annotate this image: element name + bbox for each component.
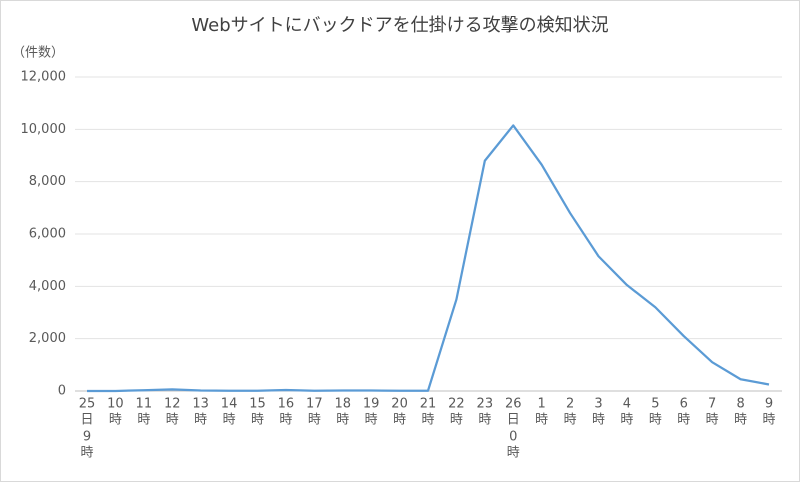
y-tick-label: 6,000 <box>29 227 66 242</box>
x-tick-label: 時 <box>166 413 179 428</box>
x-tick-label: 9 <box>765 397 773 412</box>
x-tick-label: 13 <box>192 397 209 412</box>
chart-title: Webサイトにバックドアを仕掛ける攻撃の検知状況 <box>191 15 608 36</box>
x-tick-label: 16 <box>278 397 295 412</box>
x-tick-label: 時 <box>393 413 406 428</box>
data-line <box>87 124 770 393</box>
x-tick-label: 時 <box>592 413 605 428</box>
x-tick-label: 時 <box>677 413 690 428</box>
x-tick-label: 時 <box>365 413 378 428</box>
x-tick-label: 20 <box>391 397 408 412</box>
x-tick-label: 時 <box>223 413 236 428</box>
x-tick-label: 8 <box>736 397 744 412</box>
y-axis-label: （件数） <box>12 46 64 61</box>
x-tick-label: 時 <box>279 413 292 428</box>
x-tick-label: 時 <box>649 413 662 428</box>
x-tick-label: 21 <box>420 397 437 412</box>
x-tick-label: 時 <box>762 413 775 428</box>
y-tick-label: 8,000 <box>29 174 66 189</box>
x-tick-label: 3 <box>594 397 602 412</box>
y-tick-label: 10,000 <box>21 122 67 137</box>
x-tick-label: 時 <box>137 413 150 428</box>
x-tick-label: 時 <box>706 413 719 428</box>
x-tick-label: 18 <box>334 397 351 412</box>
x-tick-label: 5 <box>651 397 659 412</box>
x-tick-label: 6 <box>680 397 688 412</box>
x-tick-label: 12 <box>164 397 181 412</box>
x-tick-label: 0 <box>509 430 517 445</box>
y-tick-label: 4,000 <box>29 279 66 294</box>
x-tick-label: 日 <box>507 413 520 428</box>
x-tick-label: 4 <box>623 397 631 412</box>
y-tick-label: 12,000 <box>21 70 67 85</box>
x-tick-label: 時 <box>620 413 633 428</box>
x-tick-label: 時 <box>194 413 207 428</box>
x-tick-label: 時 <box>535 413 548 428</box>
x-tick-label: 時 <box>450 413 463 428</box>
x-tick-label: 15 <box>249 397 266 412</box>
x-tick-label: 7 <box>708 397 716 412</box>
x-tick-label: 17 <box>306 397 323 412</box>
x-tick-label: 時 <box>336 413 349 428</box>
x-tick-label: 時 <box>507 446 520 461</box>
x-tick-label: 10 <box>107 397 124 412</box>
x-tick-label: 時 <box>564 413 577 428</box>
x-tick-label: 2 <box>566 397 574 412</box>
x-tick-label: 1 <box>538 397 546 412</box>
x-tick-label: 時 <box>109 413 122 428</box>
x-tick-label: 時 <box>251 413 264 428</box>
x-tick-label: 22 <box>448 397 465 412</box>
y-tick-label: 2,000 <box>29 331 66 346</box>
x-tick-label: 時 <box>478 413 491 428</box>
x-tick-label: 19 <box>363 397 380 412</box>
x-tick-label: 9 <box>83 430 91 445</box>
x-tick-label: 時 <box>80 446 93 461</box>
x-tick-label: 26 <box>505 397 522 412</box>
x-tick-label: 時 <box>734 413 747 428</box>
x-tick-label: 14 <box>221 397 238 412</box>
x-tick-label: 時 <box>308 413 321 428</box>
x-tick-label: 23 <box>477 397 494 412</box>
x-tick-label: 25 <box>79 397 96 412</box>
x-tick-label: 時 <box>421 413 434 428</box>
x-tick-label: 日 <box>80 413 93 428</box>
x-tick-label: 11 <box>136 397 153 412</box>
y-tick-label: 0 <box>58 384 66 399</box>
